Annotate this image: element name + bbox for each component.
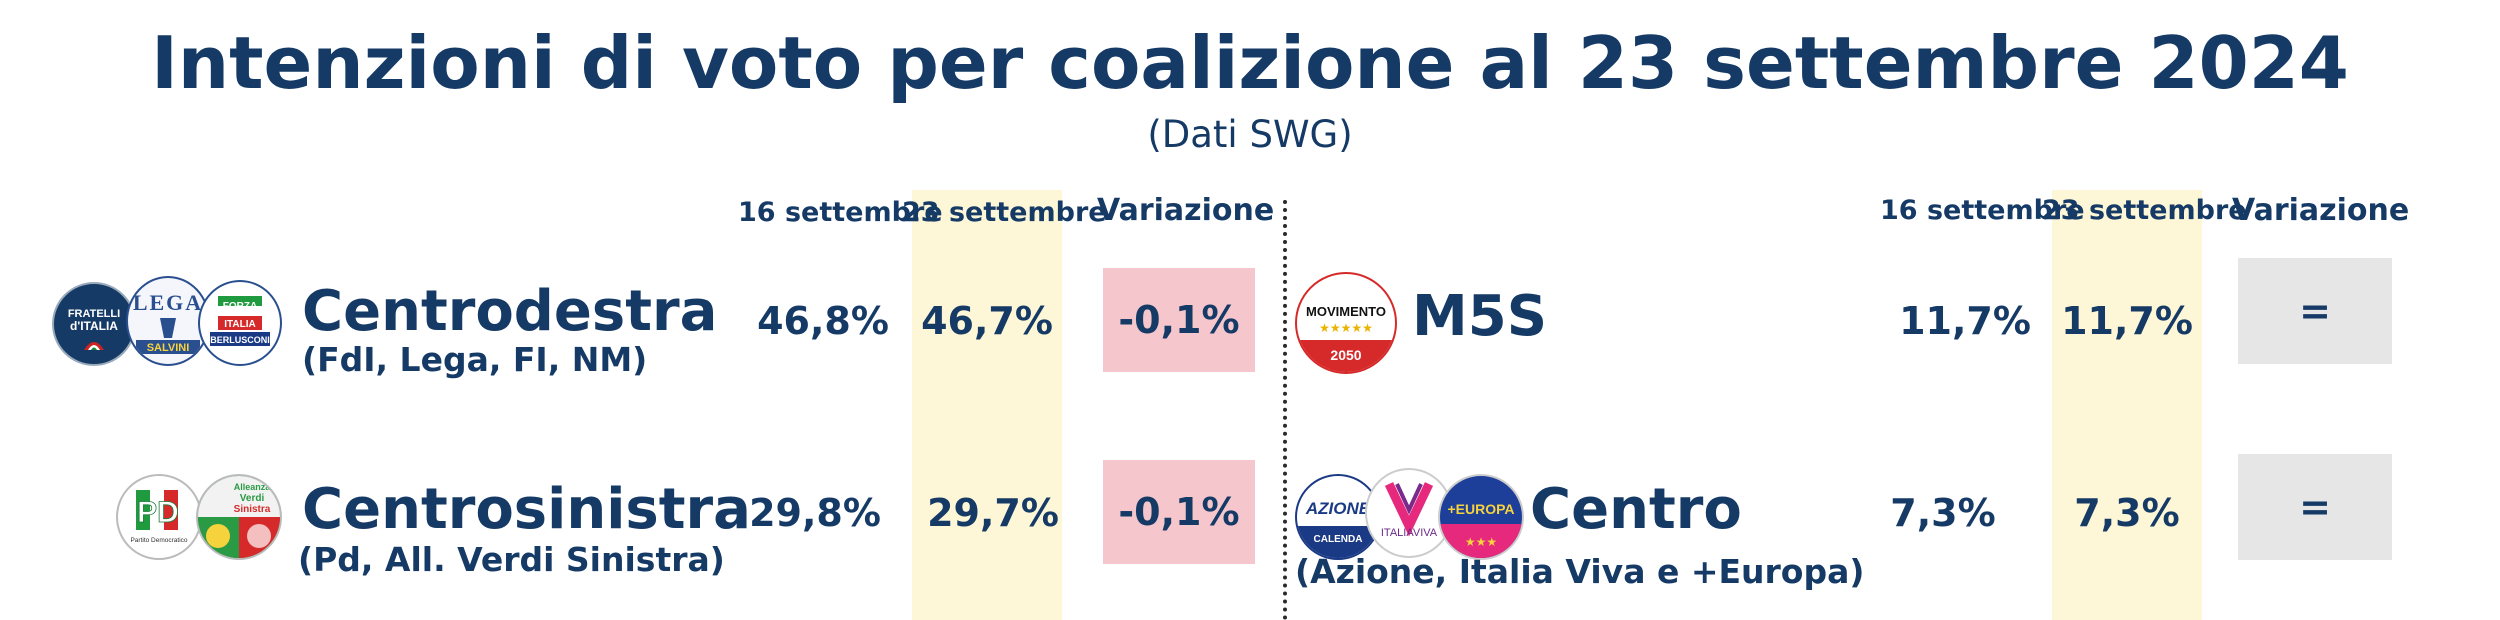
column-divider xyxy=(1283,200,1287,620)
piueuropa-logo-text: +EUROPA xyxy=(1447,501,1514,517)
piueuropa-logo: +EUROPA ★★★ xyxy=(1438,474,1524,560)
coalition-parties-centro: (Azione, Italia Viva e +Europa) xyxy=(1295,552,1865,591)
value-23sett-centrodestra: 46,7% xyxy=(921,299,1053,343)
value-16sett-centro: 7,3% xyxy=(1890,491,1996,535)
m5s-logo: MOVIMENTO ★★★★★ 2050 xyxy=(1295,272,1397,374)
azione-logo-text: AZIONE xyxy=(1305,499,1371,518)
value-16sett-m5s: 11,7% xyxy=(1899,299,2031,343)
header-date1-left: 16 settembre xyxy=(738,197,943,228)
fi-logo-text2: ITALIA xyxy=(224,319,255,330)
pd-logo-subtext: Partito Democratico xyxy=(130,537,187,544)
change-badge-centrosinistra: -0,1% xyxy=(1103,460,1255,564)
change-badge-centrodestra: -0,1% xyxy=(1103,268,1255,372)
svg-text:★★★: ★★★ xyxy=(1465,535,1497,549)
value-16sett-centrodestra: 46,8% xyxy=(757,299,889,343)
italiaviva-logo-text: ITALIAVIVA xyxy=(1381,527,1438,539)
page-title: Intenzioni di voto per coalizione al 23 … xyxy=(151,21,2349,105)
lega-logo-salvini: SALVINI xyxy=(147,342,190,354)
coalition-parties-centrodestra: (FdI, Lega, FI, NM) xyxy=(302,340,648,379)
party-name-m5s: M5S xyxy=(1412,284,1548,349)
header-variation-left: Variazione xyxy=(1097,193,1275,228)
pd-logo: PD Partito Democratico xyxy=(116,474,202,560)
value-16sett-centrosinistra: 29,8% xyxy=(749,491,881,535)
coalition-name-centro: Centro xyxy=(1530,477,1742,542)
fi-logo: FORZA ITALIA BERLUSCONI xyxy=(198,280,282,366)
header-date1-right: 16 settembre xyxy=(1880,195,2085,226)
change-badge-m5s: = xyxy=(2238,258,2392,364)
m5s-logo-text: MOVIMENTO xyxy=(1306,304,1386,319)
coalition-name-centrodestra: Centrodestra xyxy=(302,279,718,344)
highlight-column-right xyxy=(2052,190,2202,620)
lega-logo-text: LEGA xyxy=(133,290,203,315)
header-variation-right: Variazione xyxy=(2232,193,2410,228)
svg-text:★★★★★: ★★★★★ xyxy=(1319,321,1373,335)
avs-logo-text1: Alleanza xyxy=(234,482,272,492)
fi-logo-text1: FORZA xyxy=(223,301,257,312)
azione-logo-subtext: CALENDA xyxy=(1314,534,1363,545)
header-date2-right: 23 settembre xyxy=(2042,195,2247,226)
coalition-name-centrosinistra: Centrosinistra xyxy=(302,477,751,542)
fdi-logo-text1: FRATELLI xyxy=(68,308,120,320)
avs-logo: Alleanza Verdi Sinistra xyxy=(196,474,282,560)
page-subtitle: (Dati SWG) xyxy=(1147,113,1353,156)
fi-logo-text3: BERLUSCONI xyxy=(210,335,270,345)
change-badge-centro: = xyxy=(2238,454,2392,560)
avs-logo-text3: Sinistra xyxy=(234,504,271,515)
value-23sett-centro: 7,3% xyxy=(2074,491,2180,535)
header-date2-left: 23 settembre xyxy=(902,197,1107,228)
fdi-logo: FRATELLI d'ITALIA xyxy=(52,282,136,366)
value-23sett-m5s: 11,7% xyxy=(2061,299,2193,343)
fdi-logo-text2: d'ITALIA xyxy=(70,319,118,333)
value-23sett-centrosinistra: 29,7% xyxy=(927,491,1059,535)
pd-logo-text: PD xyxy=(137,496,179,529)
highlight-column-left xyxy=(912,190,1062,620)
coalition-parties-centrosinistra: (Pd, All. Verdi Sinistra) xyxy=(298,540,725,579)
m5s-logo-year: 2050 xyxy=(1330,347,1361,363)
avs-logo-text2: Verdi xyxy=(240,493,265,504)
